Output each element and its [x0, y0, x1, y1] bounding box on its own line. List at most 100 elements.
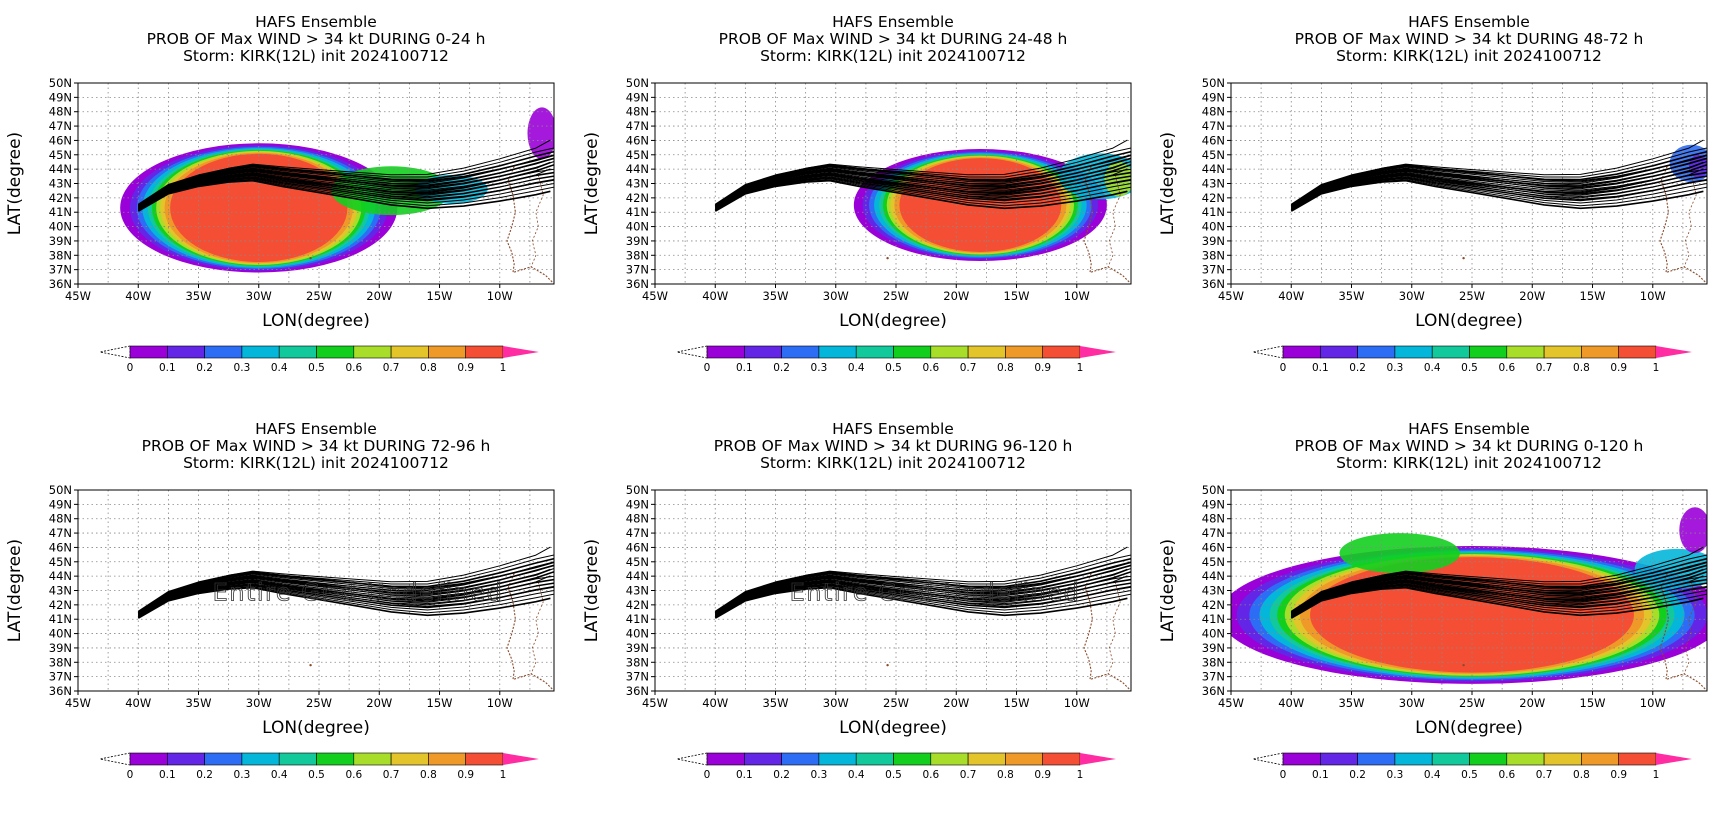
lat-tick-label: 47N [1202, 526, 1225, 540]
lon-tick-label: 35W [762, 289, 788, 303]
lon-tick-label: 20W [366, 289, 392, 303]
lat-tick-label: 50N [1202, 483, 1225, 497]
coastline [309, 573, 554, 690]
coastline [1462, 573, 1707, 690]
ensemble-tracks [137, 546, 554, 619]
ensemble-track [1291, 174, 1707, 210]
lon-tick-label: 25W [1459, 289, 1485, 303]
x-axis-label: LON(degree) [1415, 718, 1523, 738]
colorbar-segment [465, 345, 504, 359]
colorbar-label: 0.3 [811, 362, 828, 374]
colorbar-segment [129, 752, 168, 766]
lat-tick-label: 41N [49, 205, 72, 219]
colorbar-over-triangle [1080, 346, 1116, 358]
lat-tick-label: 50N [49, 76, 72, 90]
colorbar-segment [390, 345, 429, 359]
colorbar-over-triangle [1080, 753, 1116, 765]
colorbar-label: 0 [704, 769, 711, 781]
colorbar-segment [167, 345, 205, 359]
lat-tick-label: 48N [626, 512, 649, 526]
colorbar-label: 1 [1653, 362, 1660, 374]
colorbar-over-triangle [1656, 753, 1692, 765]
colorbar-label: 0.8 [420, 769, 437, 781]
lon-tick-label: 40W [702, 289, 728, 303]
lat-tick-label: 40N [626, 220, 649, 234]
colorbar-segment [1357, 345, 1396, 359]
ensemble-track [138, 586, 554, 619]
colorbar: 0 0.1 0.2 0.3 0.4 0.5 0.6 0.7 0.8 0.9 1 [1252, 345, 1692, 374]
colorbar-label: 0.9 [1610, 769, 1627, 781]
colorbar-segment [241, 345, 280, 359]
colorbar-label: 0 [704, 362, 711, 374]
coastline [309, 166, 554, 283]
lat-tick-label: 40N [1202, 627, 1225, 641]
lon-tick-label: 20W [1519, 289, 1545, 303]
panel-title3: Storm: KIRK(12L) init 2024100712 [1336, 454, 1602, 472]
colorbar-label: 0.1 [159, 362, 176, 374]
colorbar-segment [316, 345, 355, 359]
colorbar-segment [706, 345, 745, 359]
ensemble-track [137, 154, 554, 206]
lat-tick-label: 43N [1202, 584, 1225, 598]
colorbar-segment [1005, 345, 1044, 359]
lat-tick-label: 39N [49, 641, 72, 655]
lon-tick-label: 35W [185, 289, 211, 303]
ensemble-track [1291, 179, 1707, 212]
panel-title1: HAFS Ensemble [832, 420, 954, 438]
lat-tick-label: 50N [626, 483, 649, 497]
lon-tick-label: 30W [823, 289, 849, 303]
ensemble-track [137, 161, 551, 208]
lat-tick-label: 38N [1202, 248, 1225, 262]
colorbar-segment [1357, 752, 1396, 766]
panel-title3: Storm: KIRK(12L) init 2024100712 [760, 47, 1026, 65]
lat-tick-label: 44N [626, 569, 649, 583]
y-axis-label: LAT(degree) [5, 539, 25, 642]
lat-tick-label: 38N [626, 655, 649, 669]
panel-title1: HAFS Ensemble [1408, 420, 1530, 438]
colorbar-under-triangle [1252, 752, 1284, 766]
colorbar-label: 0.9 [1610, 362, 1627, 374]
lon-tick-label: 10W [1640, 289, 1666, 303]
colorbar-label: 0.4 [848, 769, 865, 781]
lat-tick-label: 47N [626, 526, 649, 540]
panel-title2: PROB OF Max WIND > 34 kt DURING 0-24 h [147, 30, 486, 48]
colorbar-label: 0.1 [1312, 362, 1329, 374]
lat-tick-label: 41N [626, 612, 649, 626]
colorbar-label: 0 [127, 362, 134, 374]
colorbar-segment [1469, 752, 1508, 766]
coastline [1462, 166, 1707, 283]
colorbar-segment [930, 345, 969, 359]
colorbar-label: 0.3 [1387, 769, 1404, 781]
lat-tick-label: 42N [49, 191, 72, 205]
lat-tick-label: 41N [626, 205, 649, 219]
lon-tick-label: 45W [642, 289, 668, 303]
colorbar-segment [465, 752, 504, 766]
colorbar-segment [1581, 752, 1620, 766]
lon-tick-label: 25W [306, 289, 332, 303]
lon-tick-label: 30W [823, 696, 849, 710]
colorbar-label: 0.2 [196, 362, 213, 374]
colorbar-label: 0.7 [383, 769, 400, 781]
colorbar-over-triangle [503, 346, 539, 358]
lat-tick-label: 45N [49, 555, 72, 569]
colorbar-segment [1431, 752, 1470, 766]
colorbar-label: 0.6 [922, 769, 939, 781]
ensemble-track [1291, 564, 1707, 614]
prob-contour [899, 158, 1062, 252]
colorbar-label: 0.2 [196, 769, 213, 781]
lon-tick-label: 20W [943, 696, 969, 710]
colorbar-label: 0.4 [271, 769, 288, 781]
lat-tick-label: 50N [49, 483, 72, 497]
lat-tick-label: 38N [626, 248, 649, 262]
colorbar-label: 0.7 [383, 362, 400, 374]
azores-dot [309, 663, 312, 667]
lat-tick-label: 44N [49, 569, 72, 583]
ensemble-tracks [714, 546, 1131, 619]
ensemble-track [138, 174, 554, 210]
lon-tick-label: 35W [185, 696, 211, 710]
lat-tick-label: 41N [1202, 205, 1225, 219]
colorbar-segment [967, 345, 1006, 359]
colorbar-label: 0.7 [1536, 362, 1553, 374]
colorbar-segment [1005, 752, 1044, 766]
